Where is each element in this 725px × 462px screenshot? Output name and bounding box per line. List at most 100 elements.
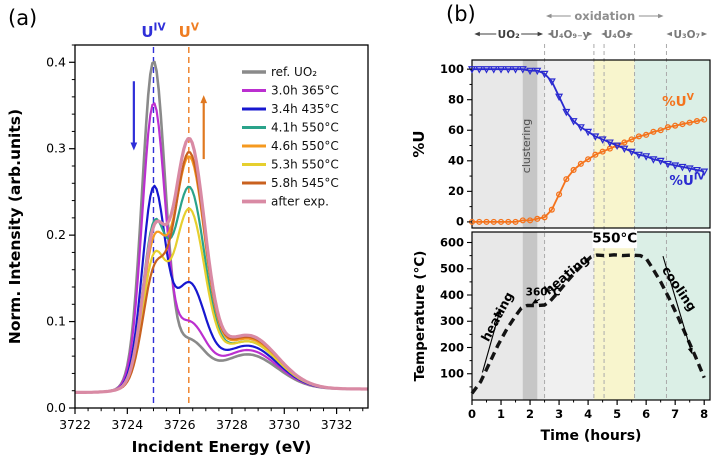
legend-item-0: ref. UO₂ (242, 65, 317, 79)
marker-circle (519, 217, 526, 224)
u-series-label-IV: %UIV (669, 172, 705, 190)
legend-item-5: 5.3h 550°C (242, 158, 339, 172)
y-tick-label: 0.3 (46, 141, 66, 156)
marker-triangle-down (584, 128, 593, 137)
y-tick-label: 0.0 (46, 400, 66, 415)
temp-y-axis: 100 200 300 400 500 600 (440, 235, 472, 388)
arrowhead (687, 347, 693, 355)
marker-circle (664, 124, 671, 131)
marker-circle (693, 118, 700, 125)
marker-triangle-down (692, 166, 701, 175)
legend-label: 4.6h 550°C (271, 139, 339, 153)
marker-triangle-down (649, 156, 658, 164)
marker-triangle-down (540, 70, 549, 79)
marker-triangle-down (562, 108, 571, 117)
phase-span-1: U₄O₉₋y (547, 29, 593, 41)
panel-b-kinetics-plots: oxidation UO₂ U₄O₉₋y U₄O₉ U₃O₇ clustering %UV%… (410, 9, 711, 444)
u-y-tick-label: 20 (448, 184, 464, 198)
arrowhead (546, 13, 552, 19)
marker-circle (585, 156, 592, 163)
marker-triangle-down (547, 78, 556, 86)
marker-circle (556, 191, 563, 198)
marker-circle (526, 217, 534, 224)
phase-region-top-1 (522, 60, 538, 228)
u-y-tick-label: 40 (448, 154, 464, 168)
phase-region-top-2 (544, 60, 594, 228)
time-x-axis: 0 1 2 3 4 5 6 7 8 (468, 400, 708, 421)
arrowhead (586, 31, 593, 37)
marker-circle (505, 218, 512, 225)
x-tick-label: 3730 (268, 417, 300, 432)
y-axis: 0.0 0.1 0.2 0.3 0.4 (46, 44, 75, 415)
marker-circle (476, 218, 483, 225)
time-tick-label: 0 (468, 407, 476, 421)
marker-circle (599, 148, 606, 155)
u-y-tick-label: 100 (440, 62, 464, 76)
marker-circle (548, 206, 555, 213)
marker-triangle-down (671, 162, 680, 170)
time-tick-label: 3 (555, 407, 563, 421)
legend-item-6: 5.8h 545°C (242, 176, 339, 190)
marker-triangle-down (489, 66, 498, 74)
legend-label: 5.8h 545°C (271, 176, 339, 190)
marker-triangle-down (700, 168, 709, 176)
marker-circle (635, 133, 642, 140)
x-tick-label: 3726 (164, 417, 196, 432)
temperature-curve (470, 253, 706, 395)
arrowhead (666, 31, 672, 37)
axes-frame-u (471, 59, 711, 229)
phase-span-2-label: U₄O₉ (604, 29, 631, 41)
marker-triangle-down (656, 157, 665, 166)
u-series-label-V: %UV (662, 92, 695, 110)
arrowhead (200, 95, 208, 104)
temp-annotation-550°C: 550°C (592, 229, 638, 249)
phase-region-top-4 (634, 60, 710, 228)
axes-frame-temp (471, 231, 711, 401)
marker-circle (643, 131, 650, 138)
marker-circle (563, 176, 570, 183)
x-tick-label: 3732 (321, 417, 353, 432)
arrowhead (601, 31, 607, 37)
marker-triangle-down (533, 67, 542, 76)
legend-item-4: 4.6h 550°C (242, 139, 339, 153)
marker-circle (621, 139, 628, 146)
legend: ref. UO₂ 3.0h 365°C 3.4h 435°C 4.1h 550°C 4.… (242, 65, 339, 209)
marker-circle (490, 218, 497, 225)
time-tick-label: 5 (613, 407, 621, 421)
marker-triangle-down (620, 145, 629, 154)
y-tick-label: 0.2 (46, 227, 66, 242)
u-y-axis: 0 20 40 60 80 100 (440, 62, 472, 229)
marker-circle (701, 116, 708, 123)
marker-triangle-down (482, 66, 491, 74)
time-tick-label: 8 (700, 407, 708, 421)
temp-y-axis-title: Temperature (°C) (412, 251, 428, 382)
marker-circle (534, 215, 541, 222)
x-axis: 3722 3724 3726 3728 3730 3732 (59, 408, 364, 432)
marker-triangle-down (511, 66, 520, 74)
legend-label: 3.4h 435°C (271, 102, 339, 116)
temp-y-tick-label: 100 (440, 367, 464, 381)
phase-span-3-label: U₃O₇ (673, 29, 700, 41)
temp-y-tick-label: 600 (440, 235, 464, 249)
marker-circle (541, 214, 548, 221)
arrowhead (537, 31, 544, 37)
marker-circle (628, 136, 635, 143)
time-tick-label: 2 (526, 407, 534, 421)
arrowhead (658, 13, 664, 19)
phase-span-0: UO₂ (474, 29, 544, 41)
temp-y-tick-label: 200 (440, 340, 464, 354)
marker-circle (650, 128, 657, 135)
marker-circle (686, 119, 693, 126)
x-tick-label: 3728 (216, 417, 248, 432)
phase-region-bottom-4 (634, 232, 710, 400)
legend-label: 4.1h 550°C (271, 121, 339, 135)
marker-circle (657, 127, 664, 134)
phase-span-2: U₄O₉ (601, 29, 634, 41)
legend-item-1: 3.0h 365°C (242, 84, 339, 98)
annotation-box (592, 229, 638, 249)
legend-item-7: after exp. (242, 195, 329, 209)
time-tick-label: 6 (642, 407, 650, 421)
marker-triangle-down (605, 139, 614, 147)
spectrum-curve-5 (75, 207, 368, 394)
